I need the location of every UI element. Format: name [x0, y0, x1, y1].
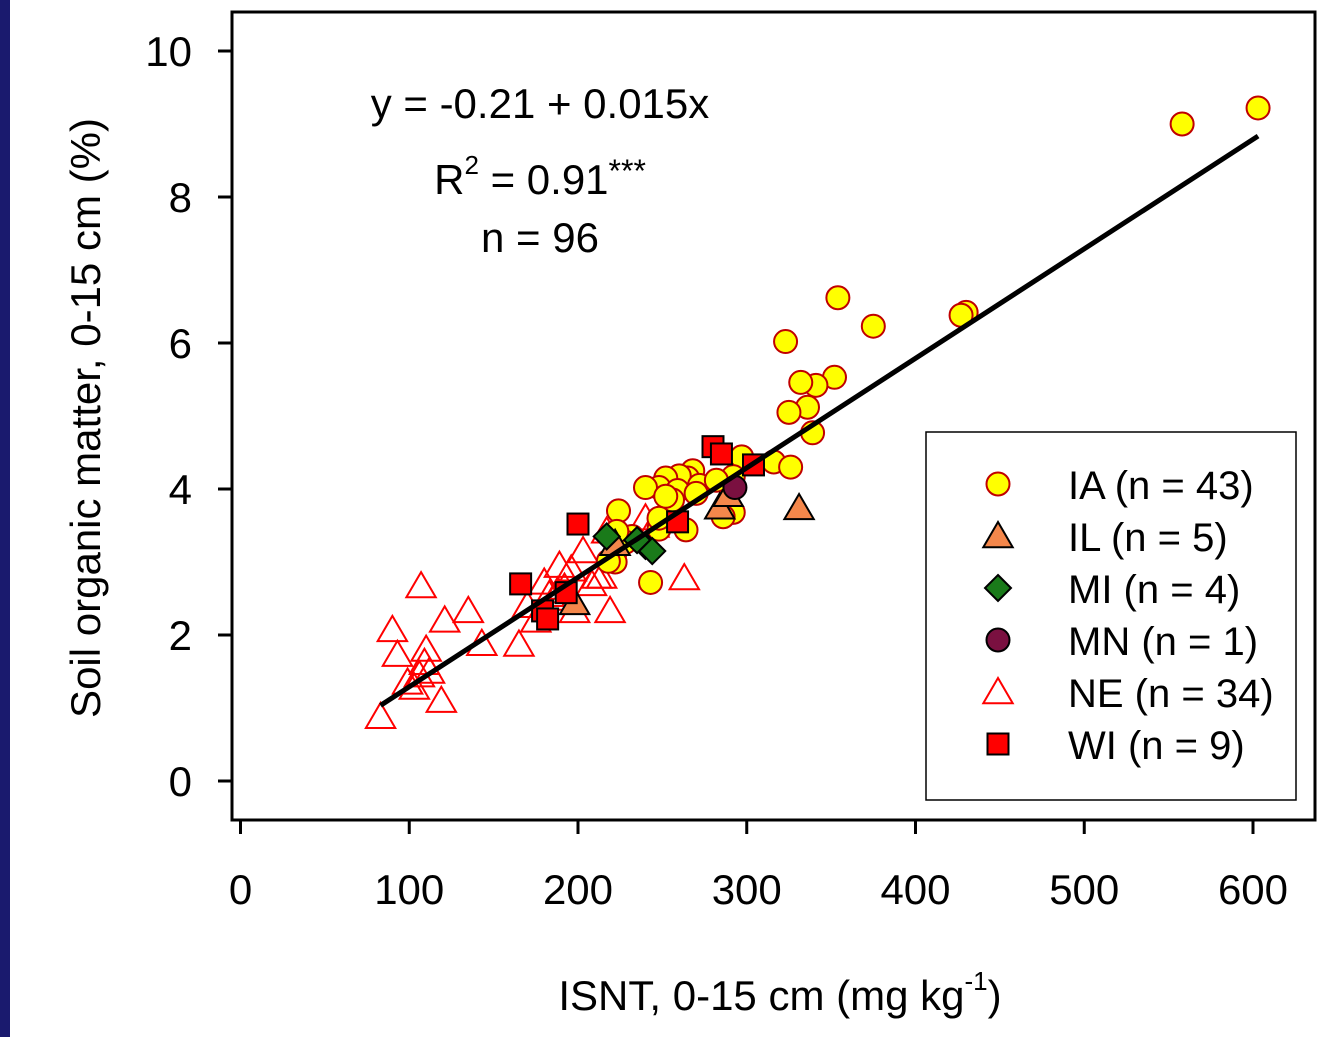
legend-label: IA (n = 43) [1068, 464, 1254, 508]
data-point [773, 329, 799, 355]
x-axis: 0 100 200 300 400 500 600 [229, 820, 1288, 913]
x-tick-label: 500 [1049, 866, 1119, 913]
legend-marker [981, 676, 1015, 705]
data-point [638, 569, 664, 595]
data-point [825, 285, 851, 311]
data-point [653, 483, 679, 509]
x-tick-label: 600 [1218, 866, 1288, 913]
data-point [409, 633, 443, 662]
y-tick-label: 6 [169, 320, 192, 367]
x-tick-label: 100 [374, 866, 444, 913]
data-point [1169, 111, 1195, 137]
x-tick-label: 200 [543, 866, 613, 913]
y-tick-label: 8 [169, 174, 192, 221]
scatter-chart: 0 100 200 300 400 500 600 0 2 4 6 8 10 y = -0.21 + … [62, 10, 1317, 1019]
data-point [509, 572, 533, 596]
data-point [667, 562, 701, 591]
data-point [860, 313, 886, 339]
y-axis: 0 2 4 6 8 10 [145, 28, 232, 805]
x-axis-label: ISNT, 0-15 cm (mg kg-1) [558, 966, 1001, 1019]
data-point [566, 535, 600, 564]
data-point [709, 442, 733, 466]
equation-label: y = -0.21 + 0.015x [371, 80, 710, 127]
y-tick-label: 2 [169, 612, 192, 659]
legend-item: IL (n = 5) [981, 516, 1228, 560]
data-point [380, 638, 414, 667]
data-point [502, 628, 536, 657]
y-axis-label: Soil organic matter, 0-15 cm (%) [62, 118, 109, 718]
legend-item: MN (n = 1) [985, 620, 1258, 664]
data-point [1245, 95, 1271, 121]
y-tick-label: 10 [145, 28, 192, 75]
data-point [375, 613, 409, 643]
legend-marker [985, 471, 1011, 497]
data-point [606, 498, 631, 524]
legend-label: MI (n = 4) [1068, 568, 1240, 612]
sample-size-label: n = 96 [481, 214, 599, 261]
legend-item: NE (n = 34) [981, 672, 1274, 716]
data-point [451, 594, 485, 624]
x-tick-label: 300 [712, 866, 782, 913]
legend-marker [986, 732, 1010, 756]
data-point [593, 594, 627, 624]
data-point [407, 646, 441, 675]
data-point [536, 607, 560, 631]
data-point [778, 454, 804, 480]
data-point [428, 604, 462, 633]
legend-label: NE (n = 34) [1068, 672, 1274, 716]
data-point [566, 512, 590, 536]
legend-label: IL (n = 5) [1068, 516, 1228, 560]
legend-marker [981, 520, 1015, 549]
x-tick-label: 400 [880, 866, 950, 913]
data-point [404, 570, 438, 599]
legend-marker [985, 627, 1011, 653]
data-point [364, 700, 398, 729]
y-tick-label: 4 [169, 466, 192, 513]
legend-item: IA (n = 43) [985, 464, 1254, 508]
data-point [782, 491, 816, 521]
data-point [788, 369, 814, 395]
legend: IA (n = 43) IL (n = 5) MI (n = 4) MN (n = 1… [925, 431, 1297, 801]
x-tick-label: 0 [229, 866, 252, 913]
figure-frame: 0 100 200 300 400 500 600 0 2 4 6 8 10 y = -0.21 + … [10, 0, 1336, 1037]
data-point [592, 522, 622, 551]
regression-line [379, 133, 1260, 708]
data-point [585, 560, 619, 589]
r-squared-label: R2 = 0.91*** [434, 150, 646, 203]
data-point [424, 684, 458, 713]
data-point [527, 566, 561, 595]
legend-label: WI (n = 9) [1068, 724, 1245, 768]
plot-frame [230, 10, 1317, 822]
legend-marker [983, 573, 1013, 603]
legend-item: MI (n = 4) [983, 568, 1240, 612]
data-point [776, 399, 802, 425]
legend-item: WI (n = 9) [986, 724, 1245, 768]
legend-label: MN (n = 1) [1068, 620, 1258, 664]
data-point [637, 536, 667, 566]
y-tick-label: 0 [169, 758, 192, 805]
